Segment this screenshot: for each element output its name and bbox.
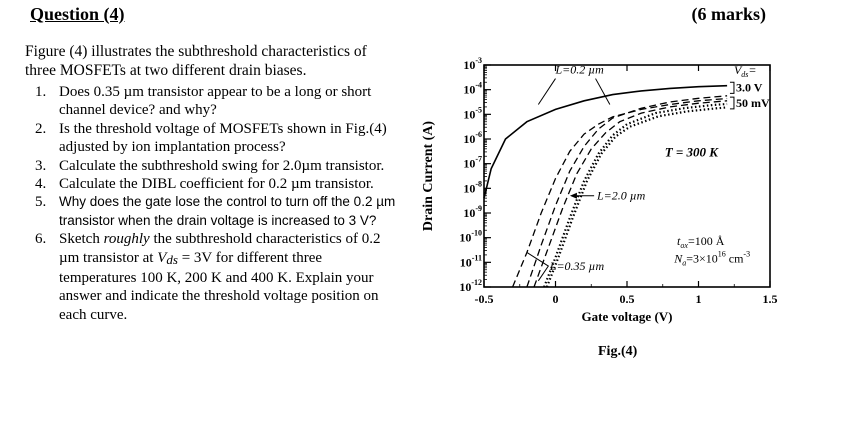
- question-item-1: 1. Does 0.35 µm transistor appear to be …: [25, 83, 397, 120]
- marks-label: (6 marks): [691, 4, 767, 24]
- question-number: 6.: [35, 231, 47, 248]
- label-0-2um: L=0.2 µm: [555, 63, 605, 77]
- question-text: Is the threshold voltage of MOSFETs show…: [59, 120, 387, 156]
- question-text: Does 0.35 µm transistor appear to be a l…: [59, 84, 372, 119]
- vds-legend-title: Vds=: [734, 63, 757, 79]
- question-item-6: 6. Sketch roughly the subthreshold chara…: [25, 230, 397, 324]
- question-text-mid: the subthreshold characteristics of 0.2 …: [59, 231, 381, 266]
- question-item-3: 3. Calculate the subthreshold swing for …: [25, 157, 397, 175]
- y-tick-label: 10-3: [463, 56, 482, 72]
- question-emphasis: roughly: [103, 231, 150, 248]
- y-tick-label: 10-12: [459, 278, 482, 294]
- question-text-post: = 3V for different three temperatures 10…: [59, 249, 379, 323]
- label-2-0um: L=2.0 µm: [596, 189, 646, 203]
- series-line-6: [545, 106, 728, 288]
- question-text: Why does the gate lose the control to tu…: [59, 194, 396, 228]
- na-label: Na=3×1016 cm-3: [673, 249, 750, 267]
- question-number: 1.: [35, 84, 47, 100]
- y-tick-label: 10-8: [463, 179, 482, 195]
- intro-paragraph: Figure (4) illustrates the subthreshold …: [25, 43, 367, 79]
- x-tick-label: 0: [553, 292, 559, 306]
- temperature-label: T = 300 K: [665, 144, 720, 159]
- question-number: 3.: [35, 157, 47, 174]
- y-tick-label: 10-5: [463, 105, 482, 121]
- x-tick-label: 1: [696, 292, 702, 306]
- vds-subscript: ds: [166, 251, 178, 267]
- x-axis-label: Gate voltage (V): [582, 309, 673, 324]
- arrowhead-2-0um: [569, 192, 577, 199]
- y-tick-label: 10-9: [463, 204, 482, 220]
- question-text: Calculate the subthreshold swing for 2.0…: [59, 157, 385, 174]
- vds-bracket-low: [729, 96, 735, 110]
- question-title: Question (4): [30, 4, 125, 24]
- vds-high-label: 3.0 V: [736, 81, 763, 95]
- question-text: Sketch roughly the subthreshold characte…: [59, 231, 380, 323]
- x-tick-label: -0.5: [475, 292, 494, 306]
- question-list: 1. Does 0.35 µm transistor appear to be …: [25, 83, 397, 324]
- question-number: 4.: [35, 176, 47, 193]
- subthreshold-chart: 10-310-410-510-610-710-810-910-1010-1110…: [421, 56, 778, 324]
- y-tick-label: 10-4: [463, 81, 482, 97]
- bracket-0-35um: [526, 252, 550, 282]
- x-tick-label: 1.5: [763, 292, 778, 306]
- question-number: 2.: [35, 120, 47, 137]
- question-item-5: 5. Why does the gate lose the control to…: [25, 193, 397, 230]
- question-text: Calculate the DIBL coefficient for 0.2 µ…: [59, 176, 374, 193]
- y-tick-label: 10-10: [459, 229, 482, 245]
- x-tick-label: 0.5: [620, 292, 635, 306]
- y-tick-label: 10-11: [460, 253, 482, 269]
- question-item-2: 2. Is the threshold voltage of MOSFETs s…: [25, 120, 397, 157]
- vds-bracket-high: [729, 81, 735, 94]
- series-line-3: [526, 95, 728, 288]
- series-line-4: [533, 100, 728, 288]
- series-line-1: [483, 84, 728, 199]
- question-number: 5.: [35, 194, 47, 211]
- arrow-0-2um-left: [537, 78, 556, 105]
- y-tick-label: 10-7: [463, 155, 482, 171]
- label-0-35um: L=0.35 µm: [549, 259, 605, 273]
- question-item-4: 4. Calculate the DIBL coefficient for 0.…: [25, 175, 397, 193]
- arrow-0-2um-right: [595, 78, 611, 105]
- question-text-pre: Sketch: [59, 231, 104, 248]
- y-axis-label: Drain Current (A): [421, 121, 436, 232]
- vds-low-label: 50 mV: [736, 96, 770, 110]
- vds-symbol: V: [157, 249, 167, 266]
- series-line-2: [511, 97, 728, 288]
- figure-caption: Fig.(4): [598, 344, 638, 359]
- y-tick-label: 10-6: [463, 130, 482, 146]
- subthreshold-figure: 10-3 10-4 10-5 10-6 10-7 10-8 10-9 10-10 10-11 10…: [410, 55, 860, 375]
- tox-label: tox=100 Å: [677, 234, 725, 250]
